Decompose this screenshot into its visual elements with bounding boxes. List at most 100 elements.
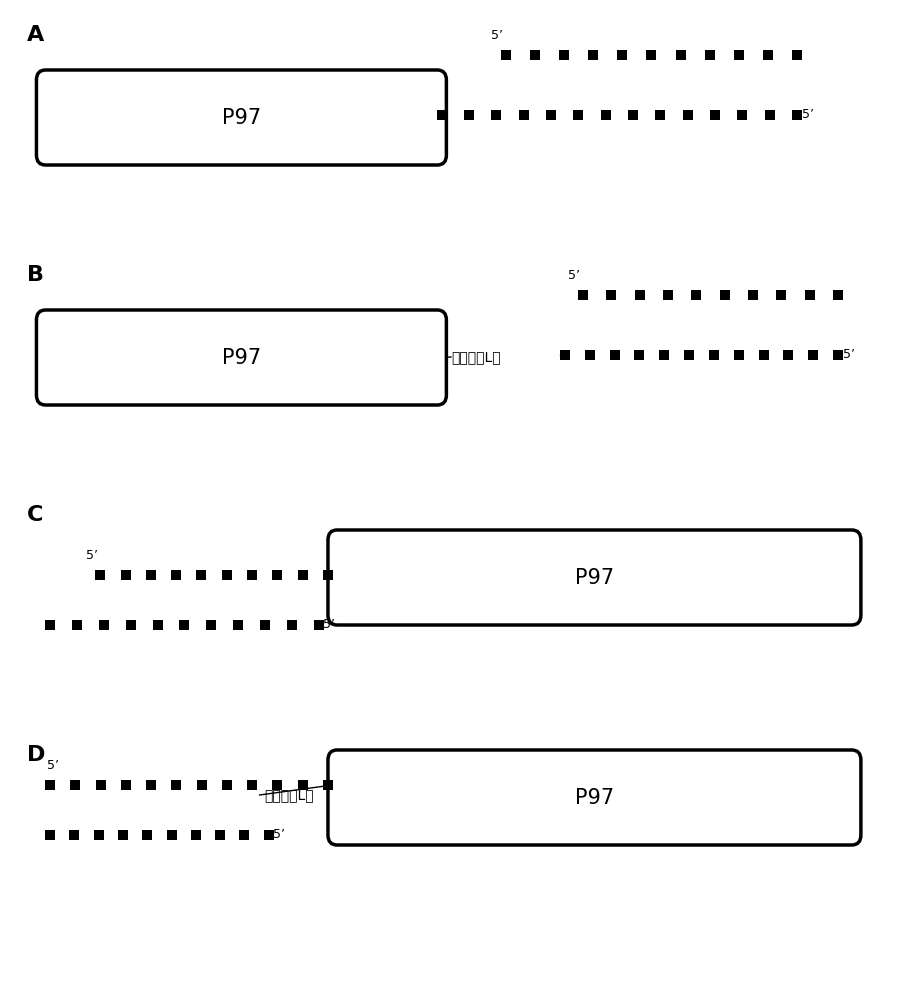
Point [498,47,513,63]
Point [144,567,159,583]
Text: 连接子（L）: 连接子（L） [264,788,313,802]
Point [169,567,183,583]
Point [599,107,613,123]
Point [220,777,234,793]
Point [271,777,285,793]
Point [164,827,179,843]
Point [123,617,138,633]
Point [718,287,732,303]
Point [93,567,107,583]
Point [586,47,600,63]
Point [673,47,688,63]
Point [69,617,84,633]
Point [582,347,597,363]
Point [295,777,310,793]
Text: P97: P97 [222,348,261,367]
Text: A: A [27,25,45,45]
Point [571,107,586,123]
Point [93,777,107,793]
Point [806,347,821,363]
Point [608,347,622,363]
Point [118,777,133,793]
Point [657,347,671,363]
Point [831,347,845,363]
Point [43,827,57,843]
Point [435,107,449,123]
Text: C: C [27,505,44,525]
Point [169,777,184,793]
Point [774,287,789,303]
Text: 5’: 5’ [47,759,59,772]
Point [632,347,647,363]
Point [194,567,209,583]
FancyBboxPatch shape [328,530,861,625]
Point [270,567,284,583]
Point [462,107,476,123]
Point [831,287,845,303]
Point [702,47,717,63]
Point [681,347,696,363]
Point [632,287,647,303]
Text: 5’: 5’ [843,349,855,361]
Point [576,287,590,303]
FancyBboxPatch shape [328,750,861,845]
Point [732,47,746,63]
Point [116,827,130,843]
Point [321,777,335,793]
Point [732,347,746,363]
Point [527,47,542,63]
Text: 5’: 5’ [491,29,503,42]
Point [91,827,106,843]
FancyBboxPatch shape [36,70,446,165]
Point [604,287,619,303]
Point [707,347,722,363]
Point [790,47,804,63]
Point [150,617,165,633]
Point [43,777,57,793]
Point [68,777,83,793]
Point [231,617,246,633]
Point [284,617,299,633]
Text: P97: P97 [575,788,614,808]
Point [689,287,703,303]
Point [653,107,668,123]
Text: D: D [27,745,46,765]
Point [544,107,558,123]
Point [118,567,133,583]
Point [626,107,640,123]
Point [258,617,272,633]
Text: 5’: 5’ [273,828,285,842]
Point [213,827,228,843]
Text: 连接子（L）: 连接子（L） [451,350,500,364]
Point [140,827,155,843]
Text: 5’: 5’ [323,618,335,632]
Point [194,777,209,793]
Point [746,287,761,303]
Point [177,617,191,633]
Point [321,567,335,583]
Point [660,287,675,303]
Text: 5’: 5’ [87,549,98,562]
Point [735,107,750,123]
Point [615,47,630,63]
Point [245,777,260,793]
Text: P97: P97 [222,107,261,127]
Point [220,567,234,583]
Text: 5’: 5’ [802,108,814,121]
Point [237,827,251,843]
Point [763,107,777,123]
Point [67,827,82,843]
Point [790,107,804,123]
Point [295,567,310,583]
Point [557,47,571,63]
Point [245,567,260,583]
Point [204,617,219,633]
Point [681,107,695,123]
Point [644,47,659,63]
Point [489,107,504,123]
Text: 5’: 5’ [568,269,580,282]
Point [756,347,771,363]
Point [761,47,775,63]
Point [189,827,203,843]
Text: B: B [27,265,45,285]
